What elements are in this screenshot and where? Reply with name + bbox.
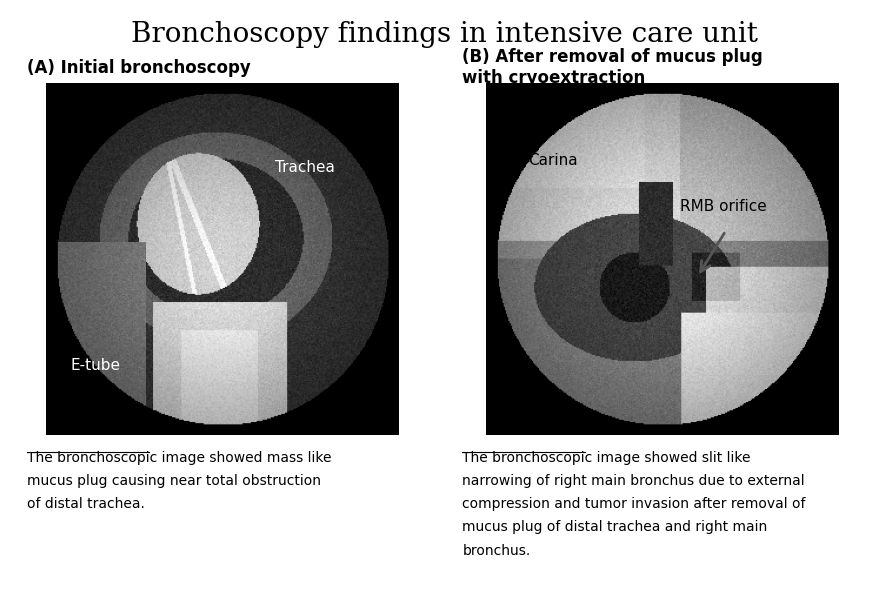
Text: compression and tumor invasion after removal of: compression and tumor invasion after rem… xyxy=(462,497,805,511)
Text: E-tube: E-tube xyxy=(71,358,121,373)
Text: The bronchoscopic image showed slit like: The bronchoscopic image showed slit like xyxy=(462,451,751,465)
Text: mucus plug causing near total obstruction: mucus plug causing near total obstructio… xyxy=(27,474,321,488)
Text: with cryoextraction: with cryoextraction xyxy=(462,69,645,87)
Text: Bronchoscopy findings in intensive care unit: Bronchoscopy findings in intensive care … xyxy=(131,21,758,48)
Text: bronchus.: bronchus. xyxy=(462,544,531,558)
Text: narrowing of right main bronchus due to external: narrowing of right main bronchus due to … xyxy=(462,474,805,488)
Text: (B) After removal of mucus plug: (B) After removal of mucus plug xyxy=(462,48,763,66)
Text: mucus plug of distal trachea and right main: mucus plug of distal trachea and right m… xyxy=(462,520,767,535)
Text: RMB orifice: RMB orifice xyxy=(680,199,766,214)
Text: Carina: Carina xyxy=(528,153,578,168)
Text: (A) Initial bronchoscopy: (A) Initial bronchoscopy xyxy=(27,59,251,77)
Text: Trachea: Trachea xyxy=(275,160,335,175)
Text: of distal trachea.: of distal trachea. xyxy=(27,497,145,511)
Text: The bronchoscopic image showed mass like: The bronchoscopic image showed mass like xyxy=(27,451,332,465)
